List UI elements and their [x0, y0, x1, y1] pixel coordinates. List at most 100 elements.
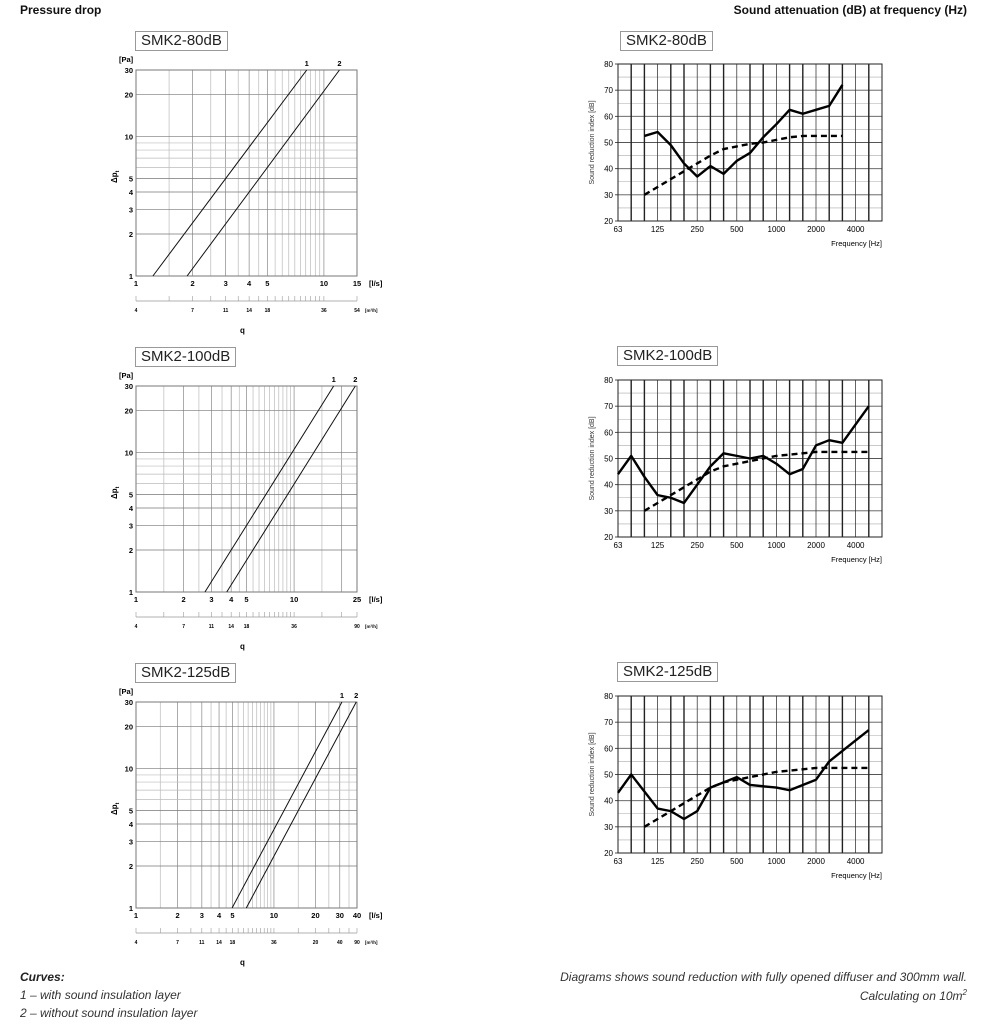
y-tick-label: 40	[604, 797, 613, 806]
y-tick-label: 3	[129, 837, 133, 846]
x-tick-label: 250	[691, 857, 705, 866]
secondary-tick-label: 4	[135, 308, 138, 314]
curve-label-2: 2	[354, 691, 358, 700]
pressure-drop-chart-100: 1 2 3 4 5 10 25 [l/s] 1 2 3 4 5 10 20 30 [Pa] Δpt 4 7 11 14 18…	[110, 371, 383, 651]
chart-title-pressure-80: SMK2-80dB	[135, 31, 228, 51]
y-tick-label: 20	[604, 217, 613, 226]
y-tick-label: 50	[604, 139, 613, 148]
secondary-tick-label: 7	[191, 308, 194, 314]
curve-line-1	[204, 385, 335, 593]
secondary-tick-label: 18	[265, 308, 271, 314]
x-tick-label: 20	[311, 911, 319, 920]
secondary-tick-label: 14	[246, 308, 252, 314]
x-unit-label: [l/s]	[369, 279, 383, 288]
secondary-tick-label: 11	[199, 940, 205, 946]
secondary-tick-label: 90	[354, 940, 360, 946]
y-tick-label: 10	[125, 133, 133, 142]
curve-line-1	[231, 701, 343, 909]
y-tick-label: 4	[129, 820, 134, 829]
x-tick-label: 4	[217, 911, 222, 920]
y-axis-label: Sound reduction index [dB]	[589, 732, 596, 816]
secondary-tick-label: 18	[230, 940, 236, 946]
y-tick-label: 30	[604, 191, 613, 200]
y-tick-label: 50	[604, 455, 613, 464]
x-tick-label: 1000	[768, 541, 786, 550]
series-line-solid	[617, 405, 870, 505]
x-tick-label: 63	[614, 857, 623, 866]
y-tick-label: 4	[129, 504, 134, 513]
y-unit-label: [Pa]	[119, 55, 134, 64]
x-tick-label: 25	[353, 595, 361, 604]
y-tick-label: 4	[129, 188, 134, 197]
x-tick-label: 4	[229, 595, 234, 604]
secondary-tick-label: 11	[209, 624, 215, 630]
y-tick-label: 2	[129, 862, 133, 871]
x-tick-label: 40	[353, 911, 361, 920]
y-tick-label: 30	[604, 823, 613, 832]
chart-title-sound-80: SMK2-80dB	[620, 31, 713, 51]
y-tick-label: 60	[604, 112, 613, 121]
secondary-tick-label: 14	[216, 940, 222, 946]
pressure-drop-chart-80: 1 2 3 4 5 10 15 [l/s] 1 2 3 4 5 10 20 30 [Pa] Δpt 4 7 11 14 18…	[110, 55, 383, 335]
y-axis-label: Δpt	[110, 170, 121, 183]
x-tick-label: 63	[614, 541, 623, 550]
series-line-dashed	[643, 450, 869, 512]
y-tick-label: 20	[604, 533, 613, 542]
y-tick-label: 2	[129, 230, 133, 239]
plot-frame	[135, 701, 358, 909]
y-tick-label: 50	[604, 771, 613, 780]
x-tick-label: 3	[209, 595, 213, 604]
secondary-tick-label: 54	[354, 308, 360, 314]
secondary-tick-label: 36	[321, 308, 327, 314]
y-tick-label: 70	[604, 86, 613, 95]
x-tick-label: 500	[730, 225, 744, 234]
y-axis-label-sub: t	[115, 486, 121, 488]
x-axis-label: q	[240, 958, 245, 967]
x-tick-label: 5	[230, 911, 234, 920]
x-tick-label: 250	[691, 541, 705, 550]
x-unit-label: [l/s]	[369, 911, 383, 920]
x-tick-label: 250	[691, 225, 705, 234]
y-tick-label: 10	[125, 449, 133, 458]
y-tick-label: 60	[604, 744, 613, 753]
x-axis-label: q	[240, 642, 245, 651]
secondary-tick-label: 90	[354, 624, 360, 630]
x-tick-label: 1	[134, 911, 138, 920]
x-tick-label: 63	[614, 225, 623, 234]
series-line-solid	[617, 729, 870, 821]
x-tick-label: 10	[270, 911, 278, 920]
x-tick-label: 1000	[768, 225, 786, 234]
calculation-note-sup: 2	[962, 988, 967, 997]
x-tick-label: 1000	[768, 857, 786, 866]
y-tick-label: 5	[129, 491, 133, 500]
curve-label-2: 2	[353, 375, 357, 384]
y-tick-label: 20	[125, 407, 133, 416]
secondary-tick-label: 7	[176, 940, 179, 946]
series-line-dashed	[643, 134, 843, 196]
x-tick-label: 1	[134, 595, 138, 604]
secondary-unit-label: [m³/h]	[365, 624, 378, 629]
x-tick-label: 2	[182, 595, 186, 604]
plot-frame	[135, 385, 358, 593]
curve-label-1: 1	[340, 691, 344, 700]
curves-title: Curves:	[20, 970, 65, 984]
y-unit-label: [Pa]	[119, 371, 134, 380]
sound-attenuation-heading: Sound attenuation (dB) at frequency (Hz)	[733, 3, 967, 17]
secondary-unit-label: [m³/h]	[365, 308, 378, 313]
x-tick-label: 125	[651, 225, 665, 234]
y-axis-label: Δpt	[110, 486, 121, 499]
x-tick-label: 15	[353, 279, 361, 288]
y-tick-label: 30	[125, 698, 133, 707]
x-tick-label: 2	[190, 279, 194, 288]
y-tick-label: 80	[604, 692, 613, 701]
calculation-note: Calculating on 10m2	[860, 988, 967, 1003]
y-tick-label: 1	[129, 272, 133, 281]
x-tick-label: 5	[244, 595, 248, 604]
x-tick-label: 3	[200, 911, 204, 920]
secondary-tick-label: 7	[182, 624, 185, 630]
y-tick-label: 30	[125, 382, 133, 391]
x-tick-label: 4000	[847, 541, 865, 550]
calculation-note-text: Calculating on 10m	[859, 989, 963, 1003]
y-tick-label: 30	[125, 66, 133, 75]
y-axis-label-sub: t	[115, 802, 121, 804]
